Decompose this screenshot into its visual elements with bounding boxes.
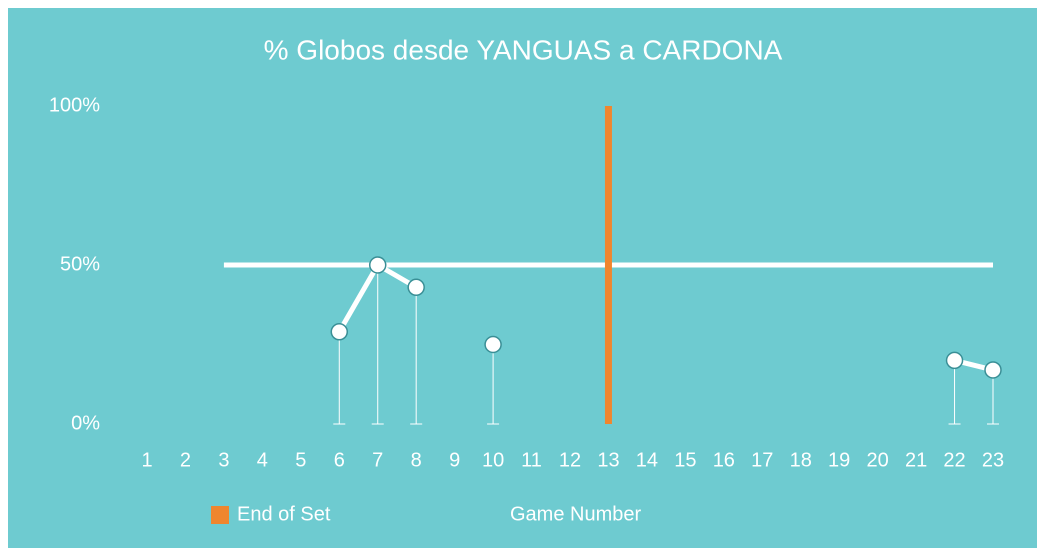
x-tick-label: 18 (790, 449, 812, 471)
x-tick-label: 16 (713, 449, 735, 471)
point (368, 256, 387, 274)
y-tick-label: 100% (49, 94, 100, 116)
x-axis-label: Game Number (510, 503, 641, 525)
x-tick-label: 21 (905, 449, 927, 471)
x-tick-label: 14 (636, 449, 658, 471)
x-tick-label: 23 (982, 449, 1004, 471)
x-tick-label: 15 (674, 449, 696, 471)
x-tick-label: 3 (218, 449, 229, 471)
point (945, 351, 964, 370)
x-tick-label: 10 (482, 449, 504, 471)
point (407, 278, 425, 297)
x-tick-label: 20 (867, 449, 889, 471)
x-tick-label: 7 (372, 449, 383, 471)
x-tick-label: 19 (828, 449, 850, 471)
x-tick-label: 13 (597, 449, 619, 471)
chart-title: % Globos desde YANGUAS a CARDONA (264, 34, 783, 65)
chart-background (8, 8, 1037, 548)
x-tick-label: 12 (559, 449, 581, 471)
x-tick-label: 5 (295, 449, 306, 471)
x-tick-label: 6 (334, 449, 345, 471)
legend-label: End of Set (237, 503, 331, 525)
x-tick-label: 11 (521, 449, 542, 471)
legend-swatch (211, 506, 229, 524)
x-tick-label: 9 (449, 449, 460, 471)
y-tick-label: 0% (71, 412, 100, 434)
x-tick-label: 17 (751, 449, 773, 471)
x-tick-label: 4 (257, 449, 268, 471)
x-tick-label: 1 (141, 449, 152, 471)
y-tick-label: 50% (60, 253, 100, 275)
x-tick-label: 8 (411, 449, 422, 471)
point (484, 335, 502, 354)
point (330, 323, 349, 341)
point (984, 361, 1002, 379)
x-tick-label: 2 (180, 449, 191, 471)
x-tick-label: 22 (943, 449, 965, 471)
